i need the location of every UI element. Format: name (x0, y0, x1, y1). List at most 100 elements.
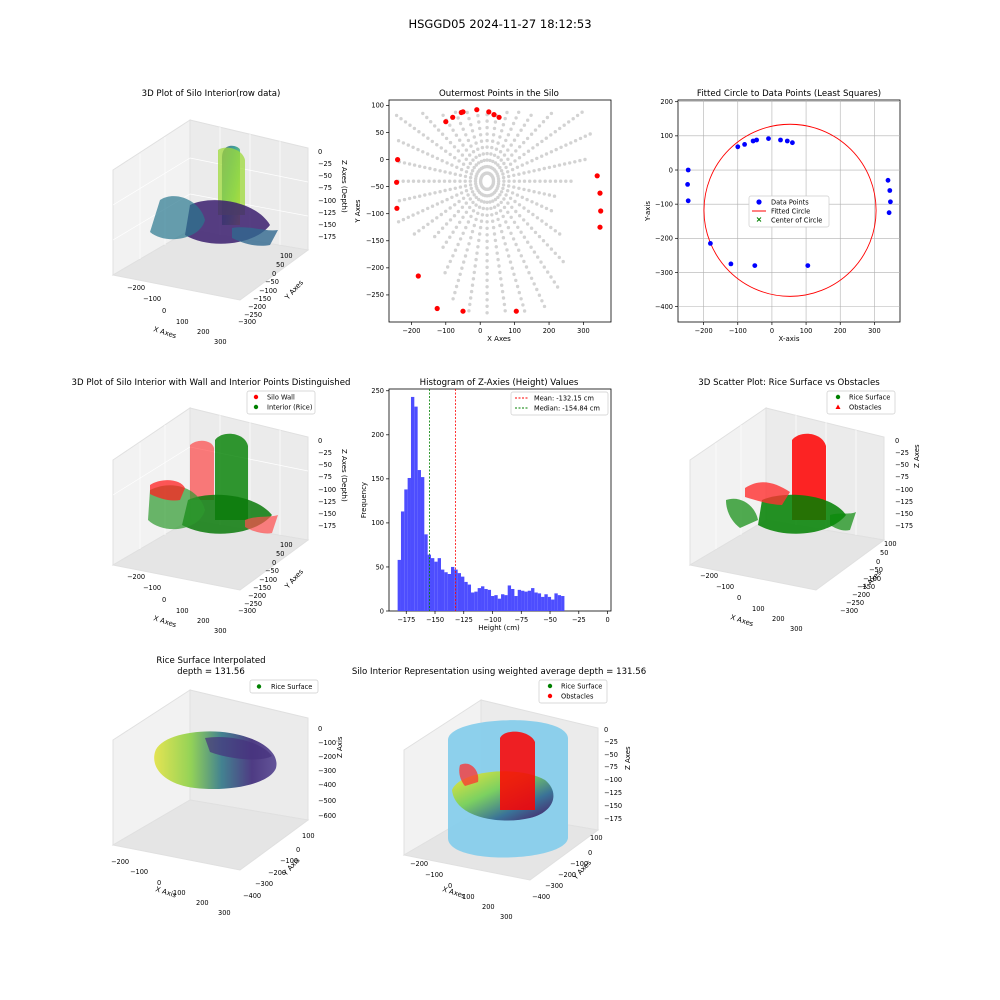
data-point (754, 137, 759, 143)
histogram-bar (474, 591, 478, 611)
p5-stat-lines (429, 389, 456, 611)
svg-text:−150: −150 (318, 510, 336, 518)
svg-text:−75: −75 (318, 473, 332, 481)
grey-point (441, 245, 445, 249)
p3-x-ticks: −200 −100 0 100 200 300 (695, 322, 881, 335)
grey-point (459, 191, 464, 195)
grey-point (504, 165, 508, 170)
x-tick-label: 200 (543, 327, 556, 335)
outermost-point (460, 109, 466, 115)
histogram-bar (477, 588, 482, 611)
grey-point (498, 150, 503, 154)
p6-panes (688, 407, 886, 591)
histogram-bar (461, 576, 465, 611)
grey-point (535, 156, 539, 161)
grey-point (466, 165, 470, 170)
histogram-bar (430, 558, 435, 611)
histogram-bar (440, 569, 445, 611)
grey-point (448, 179, 452, 183)
grey-point (491, 133, 496, 137)
grey-point (478, 126, 482, 131)
grey-point (397, 199, 402, 203)
grey-point (485, 145, 489, 149)
grey-point (490, 213, 494, 217)
grey-point (435, 156, 440, 161)
p4-legend-rice: Interior (Rice) (267, 404, 312, 412)
histogram-bar (531, 588, 535, 611)
p4-legend: Silo Wall Interior (Rice) (246, 390, 316, 415)
svg-text:−400: −400 (318, 781, 336, 789)
p8-surfaces (448, 720, 568, 858)
grey-point (448, 206, 452, 210)
p7-x-ticks: −200 −100 0 100 200 300 (111, 858, 231, 917)
grey-point (501, 236, 506, 240)
grey-point (469, 144, 473, 148)
grey-point (468, 175, 473, 180)
grey-point (474, 203, 478, 207)
svg-text:−300: −300 (238, 607, 256, 615)
data-point (886, 210, 892, 216)
data-point (685, 198, 691, 204)
grey-point (506, 170, 510, 174)
grey-point (485, 200, 489, 204)
grey-point (402, 197, 407, 202)
grey-point (421, 209, 425, 213)
grey-point (519, 230, 523, 234)
grey-point (549, 247, 554, 251)
p3-y-ticks: −400 −300 −200 −100 0 100 200 (655, 98, 678, 311)
svg-text:−100: −100 (143, 295, 161, 303)
grey-point (477, 238, 481, 243)
grey-point (448, 171, 452, 175)
grey-point (502, 153, 507, 157)
grey-point (540, 299, 544, 303)
svg-text:−300: −300 (545, 882, 563, 890)
grey-point (460, 153, 465, 157)
p7-legend-marker-rice (256, 684, 262, 689)
panel-silo-representation: Silo Interior Representation using weigh… (352, 667, 646, 921)
svg-text:−75: −75 (895, 473, 909, 481)
grey-point (463, 174, 468, 179)
svg-text:−200: −200 (852, 591, 870, 599)
grey-point (540, 204, 544, 208)
grey-point (522, 179, 527, 183)
svg-text:0: 0 (448, 882, 452, 890)
grey-point (499, 190, 504, 194)
grey-point (547, 193, 552, 197)
grey-point (519, 254, 523, 258)
x-tick-label: 100 (508, 327, 521, 335)
grey-point (485, 278, 489, 282)
grey-point (470, 129, 475, 133)
data-point (805, 263, 811, 268)
grey-point (457, 199, 461, 204)
histogram-bar (400, 511, 405, 611)
grey-point (427, 179, 431, 183)
p7-xlabel: X Axis (154, 885, 177, 899)
grey-point (417, 179, 421, 183)
grey-point (528, 179, 532, 183)
grey-point (549, 111, 554, 116)
grey-point (464, 157, 468, 161)
p1-y-ticks: 100 50 0 −50 −100 −150 −200 −250 −300 (238, 252, 293, 326)
svg-text:0: 0 (296, 846, 300, 854)
grey-point (516, 225, 520, 229)
data-point (784, 138, 790, 144)
histogram-bar (404, 489, 408, 611)
grey-point (505, 248, 509, 252)
y-tick-label: −50 (370, 183, 384, 191)
grey-point (553, 179, 558, 183)
grey-point (530, 200, 534, 204)
svg-text:−125: −125 (318, 209, 336, 217)
grey-point (426, 206, 430, 211)
grey-point (559, 179, 563, 183)
grey-point (485, 233, 489, 237)
data-point (685, 167, 691, 173)
svg-text:0: 0 (157, 879, 161, 887)
grey-point (513, 199, 517, 204)
y-tick-label: −150 (366, 237, 384, 245)
grey-point (522, 259, 526, 264)
grey-point (460, 205, 465, 209)
grey-point (493, 161, 498, 165)
grey-point (464, 189, 469, 193)
grey-point (518, 214, 522, 218)
p3-fitted-circle (703, 123, 877, 297)
